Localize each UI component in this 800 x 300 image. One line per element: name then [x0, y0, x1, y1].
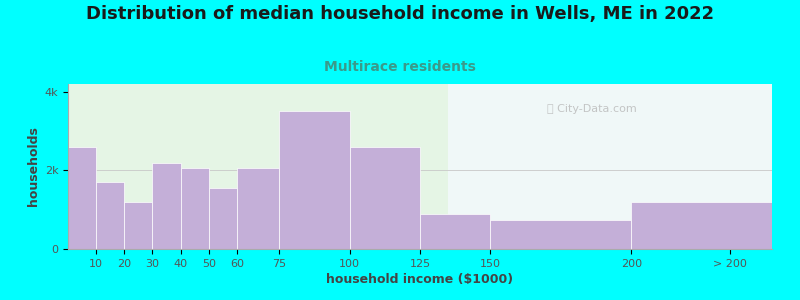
Bar — [209, 188, 237, 249]
Bar — [631, 202, 772, 249]
Bar — [68, 84, 448, 249]
Bar — [68, 147, 96, 249]
Text: Multirace residents: Multirace residents — [324, 60, 476, 74]
Bar — [350, 147, 420, 249]
Bar — [124, 202, 153, 249]
Y-axis label: households: households — [27, 127, 41, 206]
Bar — [490, 220, 631, 249]
Bar — [237, 169, 279, 249]
Text: Ⓒ City-Data.com: Ⓒ City-Data.com — [546, 104, 637, 114]
X-axis label: household income ($1000): household income ($1000) — [326, 273, 514, 286]
Bar — [420, 214, 490, 249]
Bar — [181, 169, 209, 249]
Bar — [153, 163, 181, 249]
Text: Distribution of median household income in Wells, ME in 2022: Distribution of median household income … — [86, 4, 714, 22]
Bar — [448, 84, 772, 249]
Bar — [96, 182, 124, 249]
Bar — [279, 112, 350, 249]
